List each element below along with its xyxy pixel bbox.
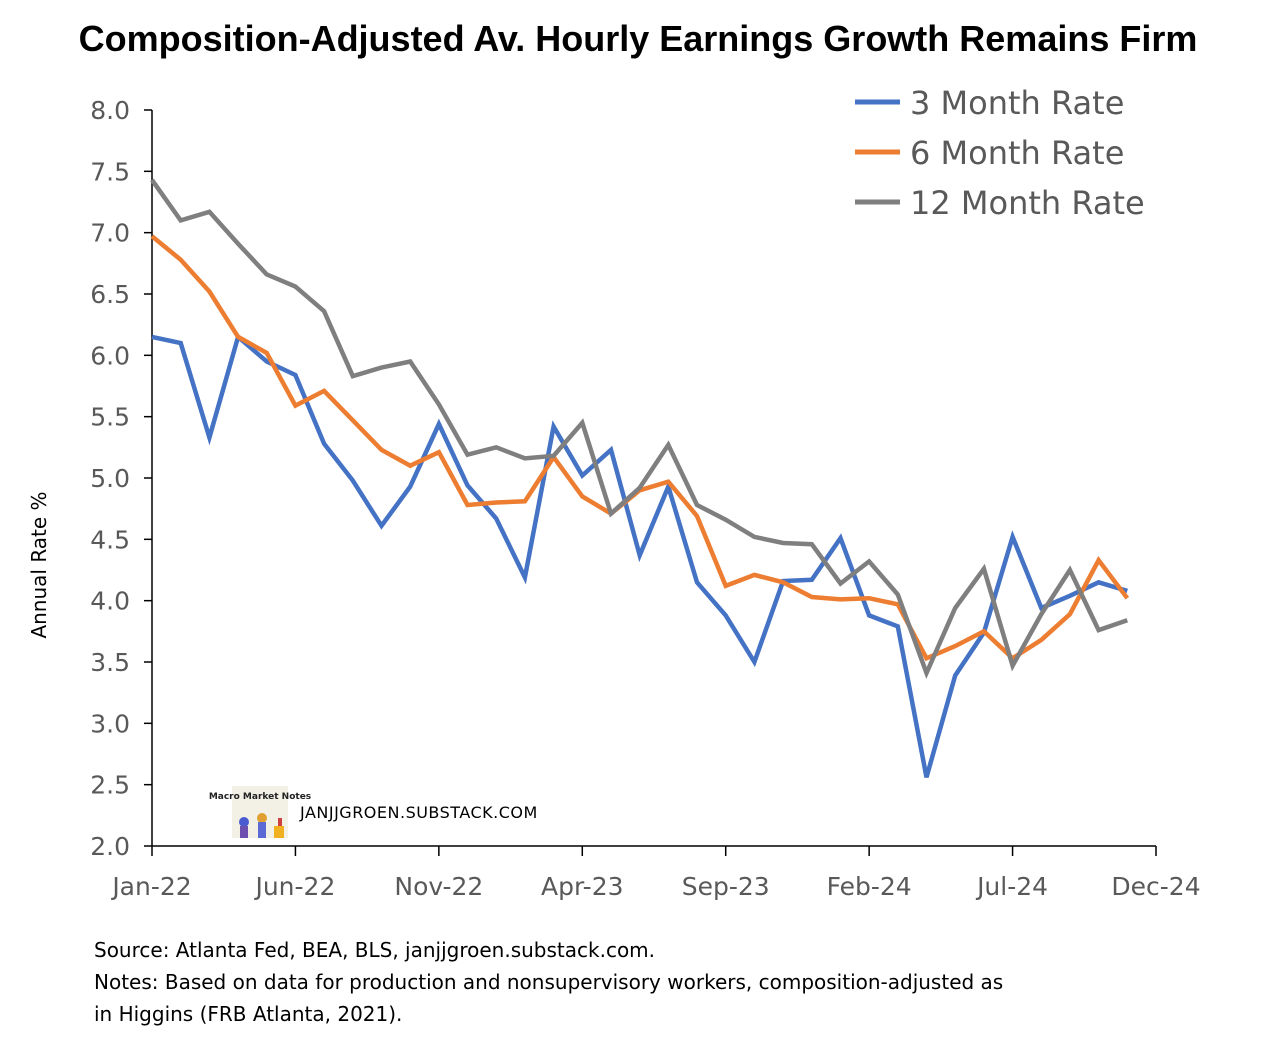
chart-notes: Source: Atlanta Fed, BEA, BLS, janjjgroe… [94,934,1214,1030]
watermark-text: JANJJGROEN.SUBSTACK.COM [299,803,538,822]
y-tick-label: 4.5 [90,525,130,554]
x-tick-label: Jul-24 [975,872,1048,901]
notes-line-2: in Higgins (FRB Atlanta, 2021). [94,1002,403,1026]
y-tick-label: 6.0 [90,341,130,370]
series-line-3-month-rate [151,332,1128,778]
x-tick-label: Apr-23 [541,872,623,901]
y-tick-label: 6.5 [90,280,130,309]
y-tick-label: 2.0 [90,832,130,861]
x-tick-label: Jun-22 [253,872,335,901]
series-line-12-month-rate [150,178,1129,680]
x-axis: Jan-22 Jun-22 Nov-22 Apr-23 Sep-23 Feb-24 Jul-… [110,845,1201,901]
source-note: Source: Atlanta Fed, BEA, BLS, janjjgroe… [94,938,656,962]
series-line-6-month-rate [150,234,1130,662]
chart-title: Composition-Adjusted Av. Hourly Earnings… [78,18,1198,59]
y-tick-label: 3.0 [90,709,130,738]
x-tick-label: Feb-24 [827,872,912,901]
logo: Macro Market Notes [209,786,311,838]
y-tick-label: 4.0 [90,587,130,616]
logo-figure-1 [239,817,249,827]
x-tick-label: Sep-23 [682,872,770,901]
legend-label: 12 Month Rate [910,184,1145,222]
y-axis-label: Annual Rate % [27,491,51,638]
x-tick-label: Jan-22 [110,872,191,901]
y-tick-label: 7.0 [90,219,130,248]
logo-figure-2 [257,813,267,823]
y-axis: 2.0 2.5 3.0 3.5 4.0 4.5 5.0 5.5 6.0 6.5 7.0 7.5 8.0 [90,96,153,861]
x-tick-label: Dec-24 [1111,872,1200,901]
x-tick-label: Nov-22 [394,872,483,901]
legend-label: 3 Month Rate [910,84,1124,122]
logo-chart-icon [274,826,284,838]
legend-label: 6 Month Rate [910,134,1124,172]
y-tick-label: 5.5 [90,403,130,432]
legend: 3 Month Rate 6 Month Rate 12 Month Rate [855,84,1145,222]
y-tick-label: 7.5 [90,157,130,186]
y-tick-label: 2.5 [90,771,130,800]
y-tick-label: 5.0 [90,464,130,493]
y-tick-label: 8.0 [90,96,130,125]
line-chart: 2.02.53.03.54.04.55.05.56.06.57.07.58.0 … [27,84,1201,901]
y-tick-label: 3.5 [90,648,130,677]
series-lines [150,178,1130,778]
logo-text: Macro Market Notes [209,792,311,802]
notes-line-1: Notes: Based on data for production and … [94,970,1004,994]
